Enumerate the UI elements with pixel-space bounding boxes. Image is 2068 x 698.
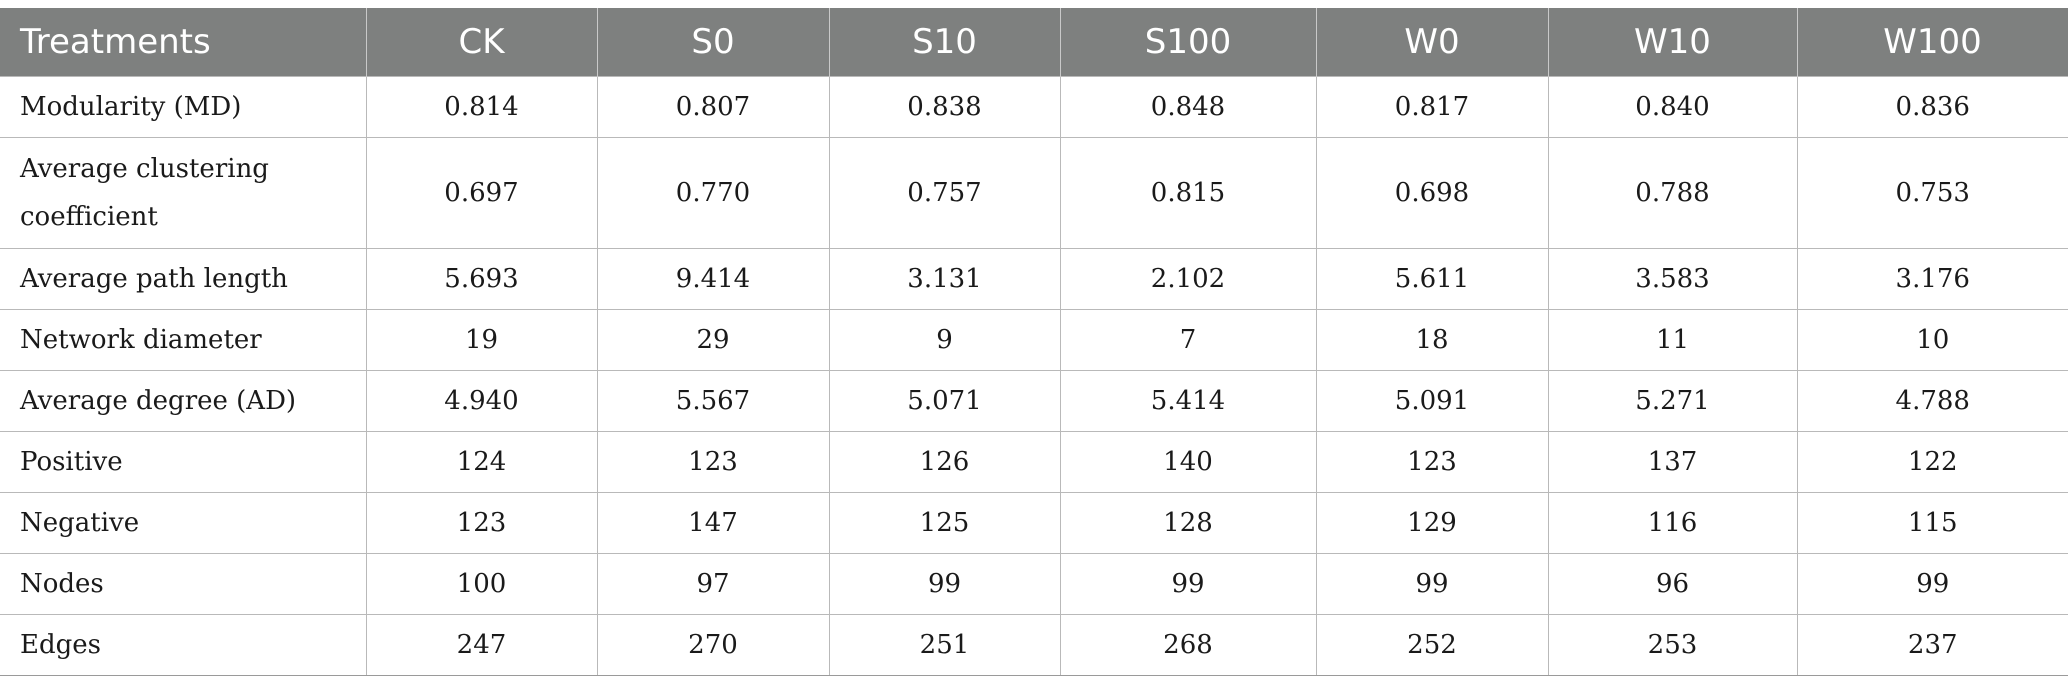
table-cell: 268 [1059,614,1317,676]
table-cell: 0.753 [1796,137,2068,249]
row-label: Positive [0,431,367,493]
table-cell: 129 [1315,492,1549,554]
table-cell: 29 [596,309,830,371]
table-cell: 247 [365,614,598,676]
table-cell: 99 [1059,553,1317,615]
table-cell: 99 [1796,553,2068,615]
table-cell: 0.848 [1059,76,1317,138]
row-label: Average degree (AD) [0,370,367,432]
table-cell: 123 [596,431,830,493]
table-cell: 0.840 [1547,76,1798,138]
table-row: Nodes 100 97 99 99 99 96 99 [0,553,2068,615]
table-cell: 11 [1547,309,1798,371]
table-cell: 4.788 [1796,370,2068,432]
table-cell: 124 [365,431,598,493]
table-cell: 270 [596,614,830,676]
row-label: Network diameter [0,309,367,371]
table-cell: 0.817 [1315,76,1549,138]
table-cell: 125 [828,492,1061,554]
table-cell: 5.693 [365,248,598,310]
table-row: Edges 247 270 251 268 252 253 237 [0,614,2068,676]
row-label: Modularity (MD) [0,76,367,138]
header-cell-s100: S100 [1059,8,1317,77]
table-cell: 140 [1059,431,1317,493]
row-label: Nodes [0,553,367,615]
network-properties-table-container: Treatments CK S0 S10 S100 W0 W10 W100 Mo… [0,8,2068,676]
table-cell: 123 [1315,431,1549,493]
table-row: Average path length 5.693 9.414 3.131 2.… [0,248,2068,310]
table-cell: 7 [1059,309,1317,371]
header-cell-s0: S0 [596,8,830,77]
table-cell: 3.176 [1796,248,2068,310]
row-label: Average path length [0,248,367,310]
table-cell: 4.940 [365,370,598,432]
table-cell: 128 [1059,492,1317,554]
table-cell: 237 [1796,614,2068,676]
table-row: Positive 124 123 126 140 123 137 122 [0,431,2068,493]
header-cell-treatments: Treatments [0,8,367,77]
table-cell: 0.698 [1315,137,1549,249]
table-cell: 0.807 [596,76,830,138]
table-cell: 126 [828,431,1061,493]
table-cell: 0.757 [828,137,1061,249]
table-cell: 147 [596,492,830,554]
header-row: Treatments CK S0 S10 S100 W0 W10 W100 [0,8,2068,77]
table-cell: 3.583 [1547,248,1798,310]
table-cell: 253 [1547,614,1798,676]
table-row: Average clustering coefficient 0.697 0.7… [0,137,2068,249]
table-header: Treatments CK S0 S10 S100 W0 W10 W100 [0,8,2068,77]
table-cell: 3.131 [828,248,1061,310]
header-cell-w10: W10 [1547,8,1798,77]
table-cell: 5.091 [1315,370,1549,432]
table-cell: 5.071 [828,370,1061,432]
table-cell: 0.770 [596,137,830,249]
table-cell: 0.836 [1796,76,2068,138]
table-cell: 99 [1315,553,1549,615]
header-cell-w100: W100 [1796,8,2068,77]
row-label-text: Average clustering coefficient [20,154,269,232]
table-cell: 252 [1315,614,1549,676]
table-cell: 5.271 [1547,370,1798,432]
table-cell: 122 [1796,431,2068,493]
row-label: Edges [0,614,367,676]
table-cell: 18 [1315,309,1549,371]
network-properties-table: Treatments CK S0 S10 S100 W0 W10 W100 Mo… [0,8,2068,676]
header-cell-s10: S10 [828,8,1061,77]
header-cell-w0: W0 [1315,8,1549,77]
table-cell: 116 [1547,492,1798,554]
table-cell: 251 [828,614,1061,676]
table-cell: 9.414 [596,248,830,310]
table-body: Modularity (MD) 0.814 0.807 0.838 0.848 … [0,76,2068,676]
header-cell-ck: CK [365,8,598,77]
table-cell: 97 [596,553,830,615]
table-cell: 0.838 [828,76,1061,138]
table-row: Network diameter 19 29 9 7 18 11 10 [0,309,2068,371]
table-cell: 10 [1796,309,2068,371]
table-cell: 123 [365,492,598,554]
row-label: Negative [0,492,367,554]
table-cell: 0.788 [1547,137,1798,249]
table-cell: 96 [1547,553,1798,615]
table-cell: 2.102 [1059,248,1317,310]
table-cell: 100 [365,553,598,615]
table-row: Negative 123 147 125 128 129 116 115 [0,492,2068,554]
table-cell: 5.414 [1059,370,1317,432]
table-cell: 19 [365,309,598,371]
row-label: Average clustering coefficient [0,137,367,249]
table-cell: 115 [1796,492,2068,554]
table-cell: 9 [828,309,1061,371]
table-row: Average degree (AD) 4.940 5.567 5.071 5.… [0,370,2068,432]
table-row: Modularity (MD) 0.814 0.807 0.838 0.848 … [0,76,2068,138]
table-cell: 137 [1547,431,1798,493]
table-cell: 5.611 [1315,248,1549,310]
table-cell: 99 [828,553,1061,615]
table-cell: 0.814 [365,76,598,138]
table-cell: 0.697 [365,137,598,249]
table-cell: 0.815 [1059,137,1317,249]
table-cell: 5.567 [596,370,830,432]
